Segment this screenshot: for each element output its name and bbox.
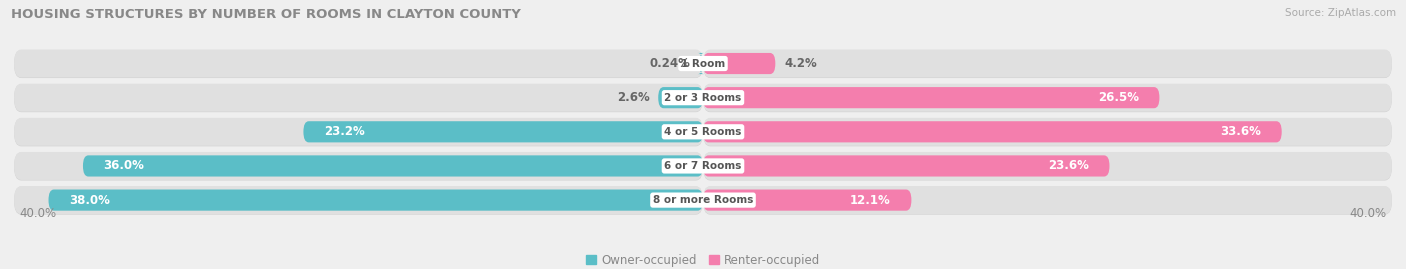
FancyBboxPatch shape bbox=[14, 118, 703, 146]
FancyBboxPatch shape bbox=[703, 118, 1392, 146]
Text: 23.2%: 23.2% bbox=[323, 125, 364, 138]
FancyBboxPatch shape bbox=[48, 189, 703, 211]
Text: 1 Room: 1 Room bbox=[681, 59, 725, 69]
Text: HOUSING STRUCTURES BY NUMBER OF ROOMS IN CLAYTON COUNTY: HOUSING STRUCTURES BY NUMBER OF ROOMS IN… bbox=[11, 8, 522, 21]
FancyBboxPatch shape bbox=[304, 121, 703, 142]
FancyBboxPatch shape bbox=[14, 49, 703, 77]
FancyBboxPatch shape bbox=[703, 118, 1392, 146]
Text: 26.5%: 26.5% bbox=[1098, 91, 1139, 104]
Text: 4 or 5 Rooms: 4 or 5 Rooms bbox=[664, 127, 742, 137]
FancyBboxPatch shape bbox=[703, 152, 1392, 180]
Text: 4.2%: 4.2% bbox=[785, 57, 817, 70]
Text: 12.1%: 12.1% bbox=[851, 194, 891, 207]
FancyBboxPatch shape bbox=[703, 187, 1392, 215]
FancyBboxPatch shape bbox=[703, 155, 1109, 176]
FancyBboxPatch shape bbox=[14, 153, 703, 180]
FancyBboxPatch shape bbox=[703, 53, 775, 74]
FancyBboxPatch shape bbox=[703, 121, 1282, 142]
FancyBboxPatch shape bbox=[703, 189, 911, 211]
FancyBboxPatch shape bbox=[83, 155, 703, 176]
FancyBboxPatch shape bbox=[14, 186, 703, 214]
Text: 40.0%: 40.0% bbox=[20, 207, 56, 220]
FancyBboxPatch shape bbox=[703, 84, 1392, 112]
FancyBboxPatch shape bbox=[703, 49, 1392, 77]
Text: 40.0%: 40.0% bbox=[1350, 207, 1386, 220]
FancyBboxPatch shape bbox=[703, 84, 1392, 112]
FancyBboxPatch shape bbox=[14, 50, 703, 78]
Text: 2.6%: 2.6% bbox=[617, 91, 650, 104]
FancyBboxPatch shape bbox=[703, 50, 1392, 78]
Text: 33.6%: 33.6% bbox=[1220, 125, 1261, 138]
FancyBboxPatch shape bbox=[14, 187, 703, 215]
Text: 0.24%: 0.24% bbox=[650, 57, 690, 70]
FancyBboxPatch shape bbox=[14, 152, 703, 180]
Text: 23.6%: 23.6% bbox=[1047, 160, 1088, 172]
Text: 2 or 3 Rooms: 2 or 3 Rooms bbox=[665, 93, 741, 103]
Text: 36.0%: 36.0% bbox=[104, 160, 145, 172]
Text: 6 or 7 Rooms: 6 or 7 Rooms bbox=[664, 161, 742, 171]
FancyBboxPatch shape bbox=[703, 87, 1160, 108]
FancyBboxPatch shape bbox=[658, 87, 703, 108]
FancyBboxPatch shape bbox=[703, 153, 1392, 180]
Text: Source: ZipAtlas.com: Source: ZipAtlas.com bbox=[1285, 8, 1396, 18]
FancyBboxPatch shape bbox=[697, 53, 704, 74]
Text: 8 or more Rooms: 8 or more Rooms bbox=[652, 195, 754, 205]
FancyBboxPatch shape bbox=[14, 84, 703, 112]
FancyBboxPatch shape bbox=[14, 118, 703, 146]
FancyBboxPatch shape bbox=[703, 186, 1392, 214]
FancyBboxPatch shape bbox=[14, 84, 703, 112]
Text: 38.0%: 38.0% bbox=[69, 194, 110, 207]
Legend: Owner-occupied, Renter-occupied: Owner-occupied, Renter-occupied bbox=[581, 249, 825, 269]
